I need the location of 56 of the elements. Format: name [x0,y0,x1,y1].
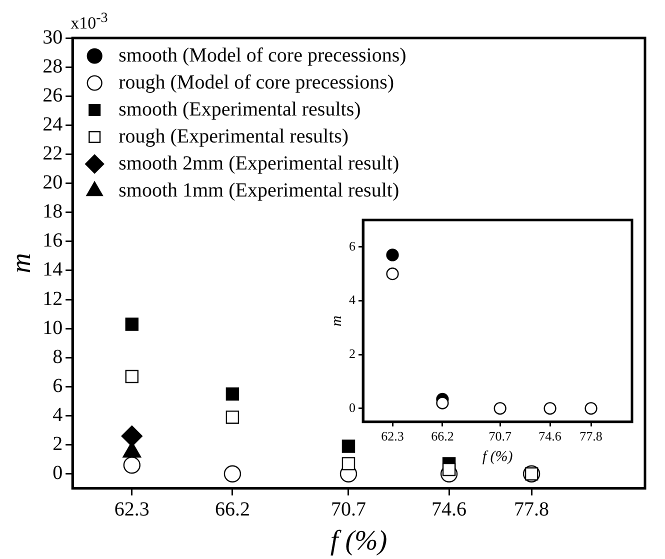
text: x10$^{-3}$ [70,10,108,34]
point [226,410,240,424]
y-tick-label: 2 [349,346,356,361]
y-tick-label: 0 [349,400,356,415]
point [436,396,449,410]
y-tick-label: 26 [42,84,63,106]
y-tick-label: 14 [42,258,63,281]
point [494,402,506,415]
x-tick-label: 77.8 [514,498,550,521]
y-tick-label: 30 [42,26,63,48]
x-axis-title: f (%) [330,526,388,557]
legend-label: smooth (Model of core precessions) [118,44,406,66]
y-tick-label: 2 [52,433,63,456]
point [342,440,356,453]
y-tick-label: 16 [42,230,63,252]
y-tick-label: 28 [42,55,63,78]
legend-label: smooth 2mm (Experimental result) [118,152,400,174]
y-tick-label: 10 [42,316,63,339]
point [125,318,139,331]
point [342,457,356,470]
x-tick-label: 66.2 [214,498,250,521]
x-tick-label: 70.7 [488,428,512,444]
y-axis-title: m [328,315,345,326]
x-tick-label: 62.3 [114,498,150,521]
x-axis-title: f (%) [482,448,513,465]
point [386,268,399,280]
legend-label: smooth (Experimental results) [118,98,361,120]
x-tick-label: 66.2 [431,428,454,444]
y-tick-label: 4 [349,292,356,308]
y-tick-label: 8 [52,346,63,368]
y-axis-title: m [6,253,38,274]
y-tick-label: 24 [42,113,63,136]
legend-label: rough (Model of core precessions) [118,71,394,94]
y-tick-label: 22 [42,142,63,164]
point [125,370,139,384]
x-tick-label: 77.8 [580,428,602,444]
point [224,465,242,482]
y-tick-label: 12 [42,288,63,310]
point [584,402,598,415]
y-tick-label: 20 [42,172,63,194]
point [386,248,399,262]
point [226,387,240,401]
y-tick-label: 0 [52,462,63,484]
legend-label: smooth 1mm (Experimental result) [118,179,400,202]
point [123,456,141,474]
legend-label: rough (Experimental results) [118,125,349,148]
y-tick-label: 18 [42,200,63,223]
point [544,402,556,415]
x-tick-label: 74.6 [538,428,562,444]
y-tick-label: 6 [52,374,63,397]
x-tick-label: 70.7 [330,498,366,521]
y-tick-label: 4 [52,404,63,426]
point [121,425,143,447]
x-tick-label: 62.3 [381,428,404,444]
y-tick-label: 6 [349,238,356,254]
x-tick-label: 74.6 [432,498,467,521]
